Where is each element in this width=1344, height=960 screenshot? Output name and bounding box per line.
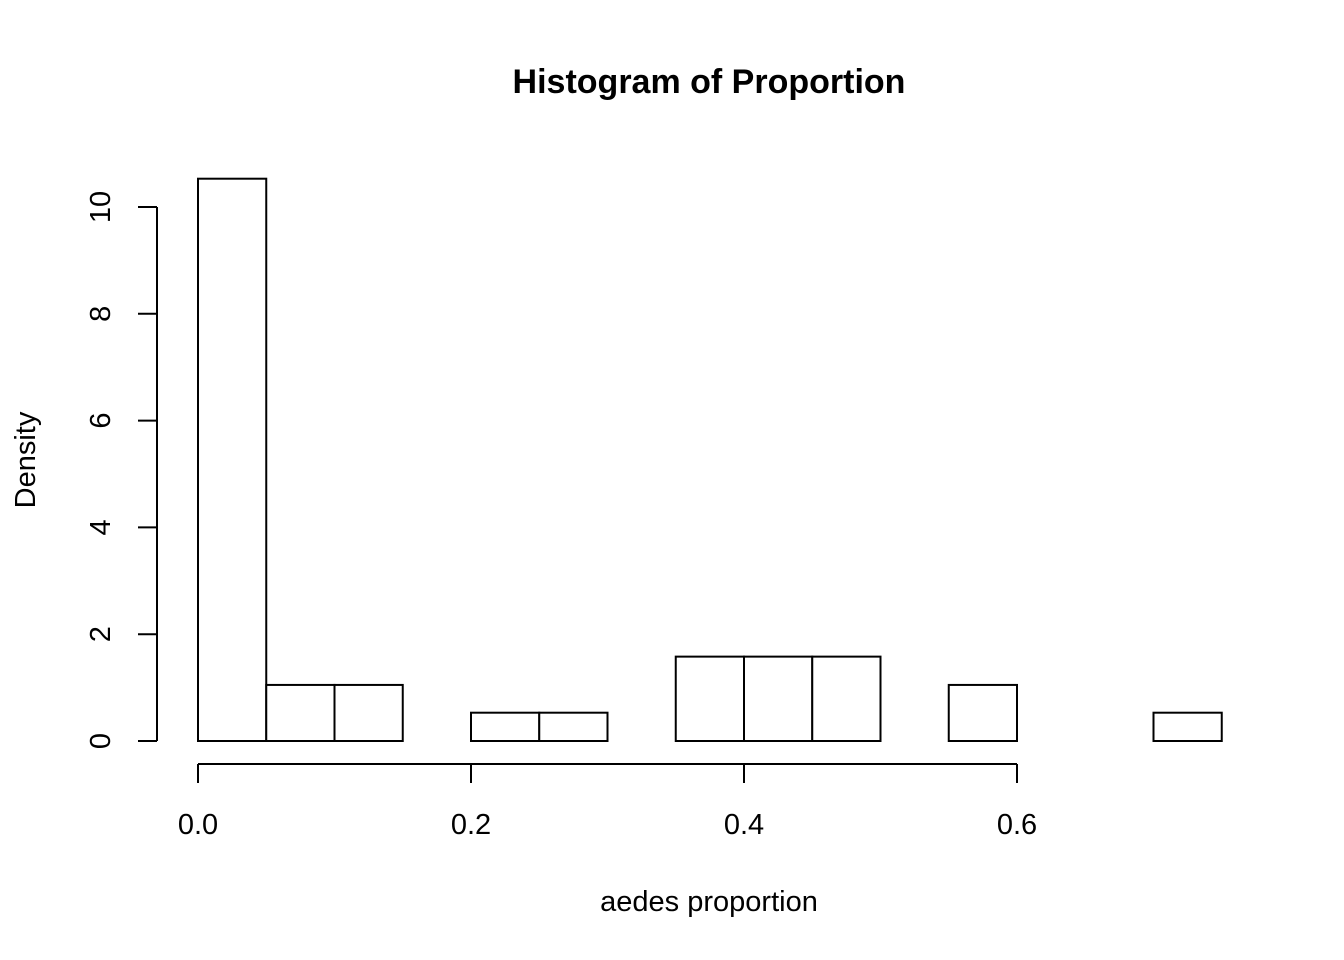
histogram-bar [947,683,1018,742]
x-tick-label: 0.0 [178,809,218,841]
y-axis-label: Density [10,411,42,508]
histogram-bar [743,655,814,742]
histogram-bar [1152,711,1223,742]
histogram-bar [674,655,745,742]
histogram-bar [811,655,882,742]
histogram-bar [333,683,404,742]
x-tick-label: 0.4 [724,809,764,841]
y-tick-label: 10 [85,191,117,223]
y-tick-label: 2 [85,626,117,642]
chart-title: Histogram of Proportion [513,63,906,101]
histogram-bar [265,683,336,742]
x-tick-label: 0.6 [997,809,1037,841]
histogram-bar [197,177,268,742]
x-axis-label: aedes proportion [600,886,818,918]
y-tick-label: 6 [85,413,117,429]
y-tick-label: 4 [85,519,117,535]
histogram-bar [538,711,609,742]
histogram-bar [470,711,541,742]
x-tick-label: 0.2 [451,809,491,841]
y-tick-label: 0 [85,733,117,749]
y-axis: 0 2 4 6 8 10 [85,191,158,749]
bars-group [197,177,1223,742]
y-tick-label: 8 [85,306,117,322]
x-axis: 0.0 0.2 0.4 0.6 [178,763,1037,841]
